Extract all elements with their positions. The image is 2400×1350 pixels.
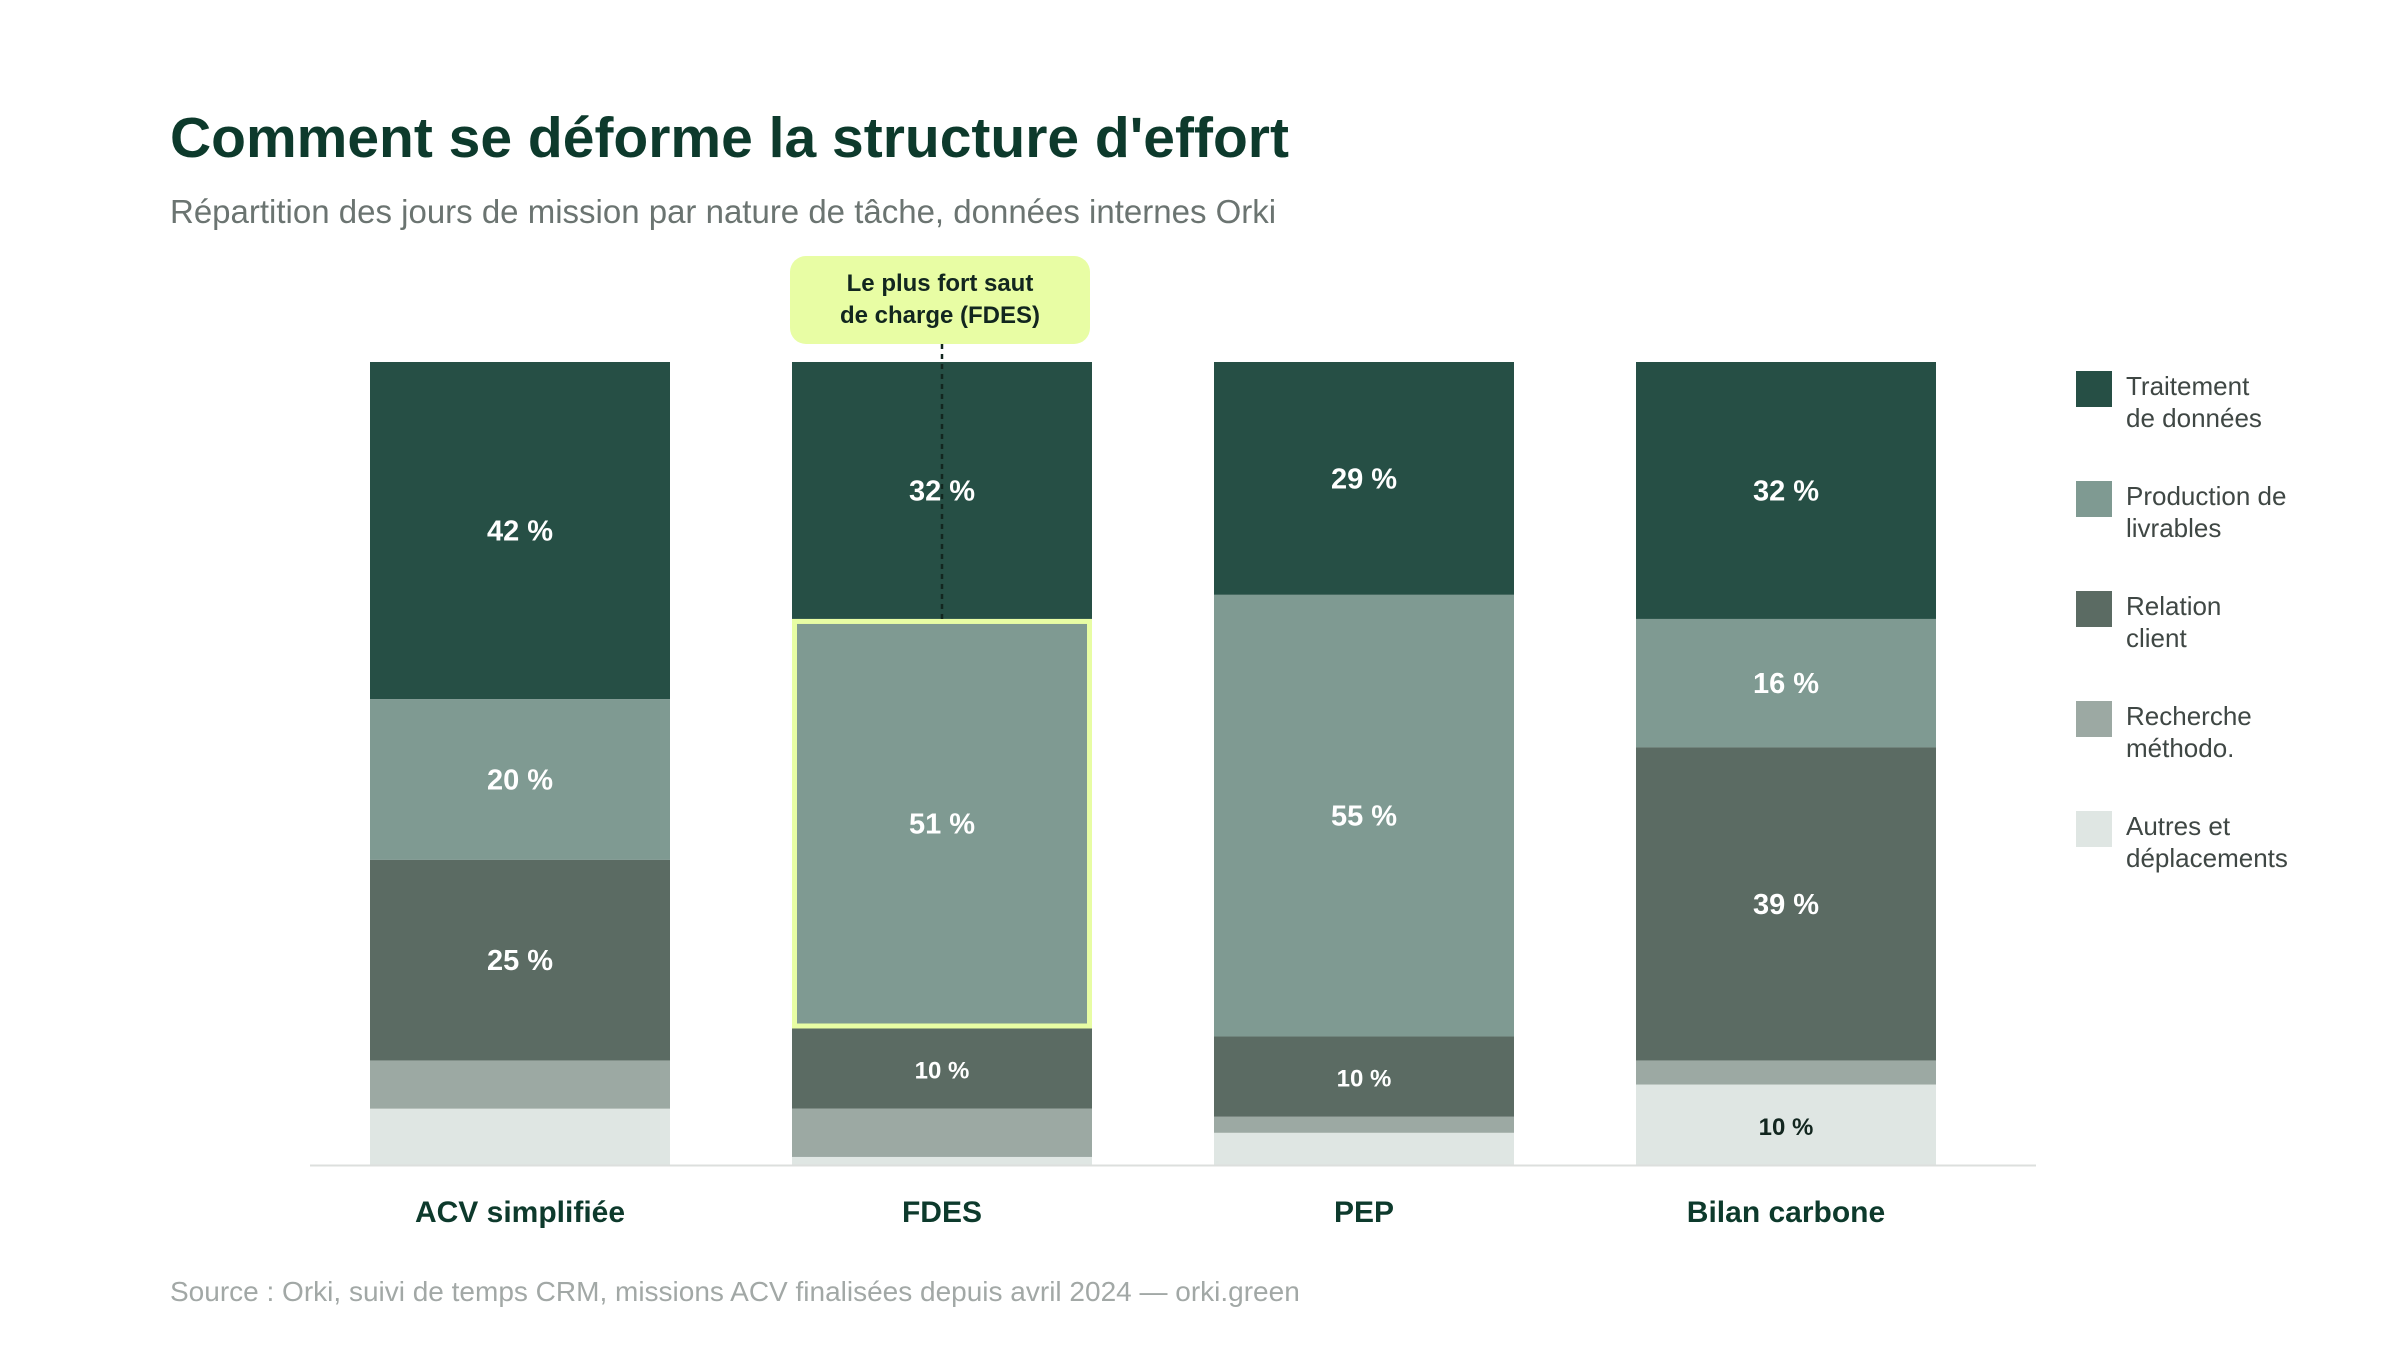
bar-segment [792, 618, 1092, 1029]
legend-label: Traitement de données [2126, 370, 2356, 434]
bar-segment [1636, 618, 1936, 748]
data-label: 29 % [1331, 463, 1397, 495]
data-label: 25 % [487, 945, 553, 977]
chart-title: Comment se déforme la structure d'effort [170, 106, 1289, 170]
data-label: 51 % [909, 809, 975, 841]
data-label: 39 % [1753, 889, 1819, 921]
legend-label-line: de données [2126, 403, 2262, 433]
x-tick-label: FDES [902, 1196, 982, 1229]
annotation-line-1: Le plus fort saut [846, 270, 1034, 297]
legend-swatch [2076, 701, 2112, 737]
bar-segment [370, 699, 670, 860]
bar-segment [370, 859, 670, 1061]
legend-item: Relation client [2076, 590, 2376, 654]
bar-segment [792, 1156, 1092, 1165]
data-label: 32 % [1753, 475, 1819, 507]
legend-swatch [2076, 811, 2112, 847]
bar-segment [370, 1108, 670, 1165]
legend-label-line: Autres et [2126, 811, 2231, 841]
highlight-outline [792, 618, 1092, 1029]
bar-segment [1214, 1116, 1514, 1133]
legend-label-line: Production de [2126, 481, 2287, 511]
bar-segment [1214, 362, 1514, 595]
bar-segment [1636, 1084, 1936, 1165]
data-label: 20 % [487, 765, 553, 797]
legend-label: Production de livrables [2126, 480, 2356, 544]
bar-segment [1214, 1036, 1514, 1117]
source-note: Source : Orki, suivi de temps CRM, missi… [170, 1276, 1300, 1307]
data-label: 16 % [1753, 668, 1819, 700]
bar-segment [1636, 1060, 1936, 1085]
x-tick-label: ACV simplifiée [415, 1196, 625, 1229]
legend-label: Relation client [2126, 590, 2356, 654]
legend-item: Production de livrables [2076, 480, 2376, 544]
bar-segment [1214, 1132, 1514, 1165]
chart-subtitle: Répartition des jours de mission par nat… [170, 193, 1277, 230]
bar-segment [1636, 747, 1936, 1061]
data-label: 10 % [1337, 1066, 1392, 1093]
data-label: 10 % [915, 1058, 970, 1085]
bar-segment [1636, 362, 1936, 619]
bar-segment [370, 362, 670, 700]
legend-item: Recherche méthodo. [2076, 700, 2376, 764]
legend-label: Autres et déplacements [2126, 810, 2356, 874]
legend-swatch [2076, 371, 2112, 407]
legend-label-line: client [2126, 623, 2187, 653]
legend-label-line: Relation [2126, 591, 2222, 621]
data-label: 55 % [1331, 801, 1397, 833]
bar-segment [370, 1060, 670, 1109]
legend-label-line: méthodo. [2126, 733, 2235, 763]
legend-label-line: Traitement [2126, 371, 2250, 401]
bar-segment [792, 1108, 1092, 1157]
data-label: 32 % [909, 475, 975, 507]
data-label: 42 % [487, 516, 553, 548]
bar-segment [1214, 594, 1514, 1037]
x-tick-label: PEP [1334, 1196, 1394, 1229]
x-tick-label: Bilan carbone [1687, 1196, 1885, 1229]
annotation-line-2: de charge (FDES) [839, 302, 1041, 329]
bar-segment [792, 1028, 1092, 1109]
legend-label: Recherche méthodo. [2126, 700, 2356, 764]
legend-swatch [2076, 481, 2112, 517]
legend-item: Autres et déplacements [2076, 810, 2376, 874]
data-label: 10 % [1759, 1114, 1814, 1141]
annotation-text: Le plus fort saut de charge (FDES) [840, 268, 1040, 332]
legend-label-line: livrables [2126, 513, 2222, 543]
legend-label-line: Recherche [2126, 701, 2252, 731]
annotation-callout: Le plus fort saut de charge (FDES) [790, 256, 1090, 344]
legend-label-line: déplacements [2126, 843, 2288, 873]
legend-swatch [2076, 591, 2112, 627]
legend-item: Traitement de données [2076, 370, 2376, 434]
